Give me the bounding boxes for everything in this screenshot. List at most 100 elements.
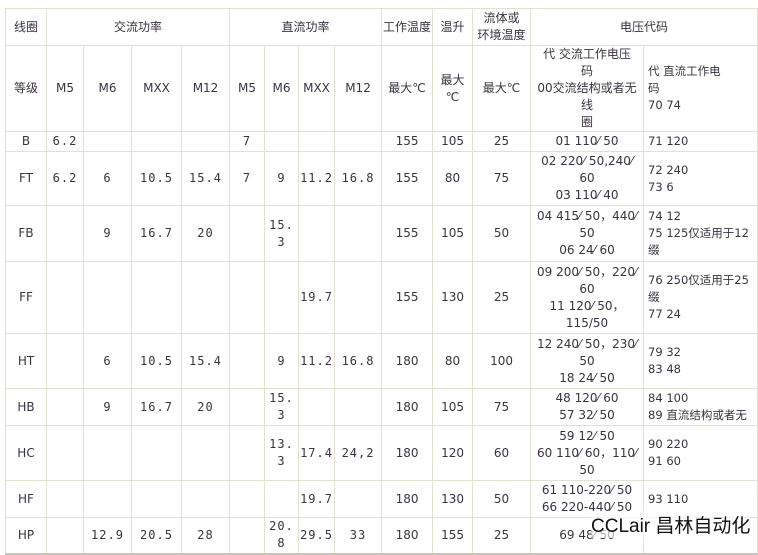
cell-dc-mxx: 11.2 bbox=[298, 151, 336, 206]
cell-ac-mxx: 16.7 bbox=[131, 205, 182, 262]
cell-ac-m5 bbox=[46, 261, 84, 334]
cell-work-temp: 180 bbox=[381, 517, 434, 555]
cell-dc-m12: 16.8 bbox=[334, 333, 383, 389]
cell-dc-m6: 13. 3 bbox=[264, 425, 300, 481]
cell-fluid-temp: 50 bbox=[472, 480, 532, 518]
table-row: B 6.2 7 155 105 25 01 110⁄ 50 71 120 bbox=[5, 131, 758, 152]
cell-dc-mxx: 19.7 bbox=[298, 261, 336, 334]
header-fluid-max: 最大℃ bbox=[472, 45, 532, 132]
cell-grade: FB bbox=[5, 205, 47, 262]
cell-dc-code: 71 120 bbox=[643, 131, 758, 152]
cell-temp-rise: 80 bbox=[432, 151, 474, 206]
cell-dc-m12 bbox=[334, 261, 383, 334]
cell-dc-m5 bbox=[229, 480, 266, 518]
cell-ac-m6 bbox=[83, 261, 132, 334]
cell-dc-m12 bbox=[334, 388, 383, 426]
cell-grade: HC bbox=[5, 425, 47, 481]
cell-dc-m12 bbox=[334, 205, 383, 262]
cell-ac-m6 bbox=[83, 480, 132, 518]
cell-ac-m12 bbox=[180, 425, 231, 481]
cell-dc-m6: 9 bbox=[264, 151, 300, 206]
cell-dc-m12 bbox=[334, 480, 383, 518]
cell-temp-rise: 105 bbox=[432, 131, 474, 152]
cell-ac-m6: 9 bbox=[83, 205, 132, 262]
cell-ac-m12: 15.4 bbox=[180, 333, 231, 389]
header-work-temp: 工作温度 bbox=[381, 8, 434, 46]
header-dc-m6: M6 bbox=[264, 45, 300, 132]
cell-dc-m5: 7 bbox=[229, 131, 266, 152]
cell-work-temp: 180 bbox=[381, 480, 434, 518]
cell-ac-code: 02 220⁄ 50,240⁄ 60 03 110⁄ 40 bbox=[530, 151, 645, 206]
cell-temp-rise: 130 bbox=[432, 261, 474, 334]
cell-ac-m12: 15.4 bbox=[180, 151, 231, 206]
cell-fluid-temp: 100 bbox=[472, 333, 532, 389]
cell-fluid-temp: 75 bbox=[472, 388, 532, 426]
cell-ac-code: 01 110⁄ 50 bbox=[530, 131, 645, 152]
table-row: HC 13. 3 17.4 24,2 180 120 60 59 12⁄ 50 60 110⁄… bbox=[5, 425, 758, 481]
cell-dc-code: 76 250仅适用于25 缀 77 24 bbox=[643, 261, 758, 334]
cell-dc-mxx bbox=[298, 388, 336, 426]
cell-dc-m12: 33 bbox=[334, 517, 383, 555]
cell-fluid-temp: 50 bbox=[472, 205, 532, 262]
cell-ac-mxx: 20.5 bbox=[131, 517, 182, 555]
cell-grade: HB bbox=[5, 388, 47, 426]
cell-ac-code: 04 415⁄ 50，440⁄ 50 06 24⁄ 60 bbox=[530, 205, 645, 262]
header-temp-rise: 温升 bbox=[432, 8, 474, 46]
cell-ac-code: 12 240⁄ 50，230⁄ 50 18 24⁄ 50 bbox=[530, 333, 645, 389]
cell-temp-rise: 80 bbox=[432, 333, 474, 389]
cell-ac-code: 59 12⁄ 50 60 110⁄ 60，110⁄ 50 bbox=[530, 425, 645, 481]
header-dc-m5: M5 bbox=[229, 45, 266, 132]
header-grade: 等级 bbox=[5, 45, 47, 132]
cell-ac-mxx: 10.5 bbox=[131, 333, 182, 389]
cell-grade: B bbox=[5, 131, 47, 152]
cell-ac-m12 bbox=[180, 131, 231, 152]
cell-ac-m5 bbox=[46, 205, 84, 262]
cell-ac-mxx bbox=[131, 261, 182, 334]
table-row: HT 6 10.5 15.4 9 11.2 16.8 180 80 100 12 240⁄ 50，2… bbox=[5, 333, 758, 389]
header-ac-m5: M5 bbox=[46, 45, 84, 132]
cell-work-temp: 180 bbox=[381, 388, 434, 426]
header-row-1: 线圈 交流功率 直流功率 工作温度 温升 流体或 环境温度 电压代码 bbox=[5, 8, 758, 46]
cell-ac-mxx: 10.5 bbox=[131, 151, 182, 206]
cell-work-temp: 155 bbox=[381, 205, 434, 262]
cell-dc-m5: 7 bbox=[229, 151, 266, 206]
cell-dc-m12 bbox=[334, 131, 383, 152]
cell-temp-rise: 120 bbox=[432, 425, 474, 481]
cell-dc-m12: 24,2 bbox=[334, 425, 383, 481]
cell-ac-m5 bbox=[46, 425, 84, 481]
cell-fluid-temp: 25 bbox=[472, 517, 532, 555]
cell-ac-m12: 20 bbox=[180, 388, 231, 426]
table-row: HB 9 16.7 20 15. 3 180 105 75 48 120⁄ 60 57 32⁄ … bbox=[5, 388, 758, 426]
cell-dc-m5 bbox=[229, 425, 266, 481]
cell-dc-m6: 15. 3 bbox=[264, 388, 300, 426]
cell-ac-m12: 28 bbox=[180, 517, 231, 555]
cell-work-temp: 180 bbox=[381, 425, 434, 481]
cell-grade: HP bbox=[5, 517, 47, 555]
header-work-temp-max: 最大℃ bbox=[381, 45, 434, 132]
cell-dc-mxx: 11.2 bbox=[298, 333, 336, 389]
cell-dc-code: 72 240 73 6 bbox=[643, 151, 758, 206]
cell-dc-code: 79 32 83 48 bbox=[643, 333, 758, 389]
table-row: FT 6.2 6 10.5 15.4 7 9 11.2 16.8 155 80 75 02 220⁄ 5… bbox=[5, 151, 758, 206]
cell-temp-rise: 155 bbox=[432, 517, 474, 555]
cell-dc-code: 84 100 89 直流结构或者无 bbox=[643, 388, 758, 426]
header-ac-m12: M12 bbox=[180, 45, 231, 132]
cell-dc-m6: 9 bbox=[264, 333, 300, 389]
table-row: FF 19.7 155 130 25 09 200⁄ 50，220⁄ 60 11 120⁄… bbox=[5, 261, 758, 334]
cell-dc-code: 90 220 91 60 bbox=[643, 425, 758, 481]
cell-dc-mxx: 29.5 bbox=[298, 517, 336, 555]
cell-work-temp: 155 bbox=[381, 151, 434, 206]
cell-ac-m5: 6.2 bbox=[46, 131, 84, 152]
header-dc-m12: M12 bbox=[334, 45, 383, 132]
cell-temp-rise: 105 bbox=[432, 388, 474, 426]
header-coil: 线圈 bbox=[5, 8, 47, 46]
cell-ac-m5 bbox=[46, 333, 84, 389]
cell-ac-m6 bbox=[83, 131, 132, 152]
header-voltage-code: 电压代码 bbox=[530, 8, 758, 46]
cell-fluid-temp: 25 bbox=[472, 261, 532, 334]
header-ac-mxx: MXX bbox=[131, 45, 182, 132]
cell-dc-m5 bbox=[229, 333, 266, 389]
cell-ac-m5 bbox=[46, 480, 84, 518]
cell-dc-m6: 20. 8 bbox=[264, 517, 300, 555]
cell-dc-m5 bbox=[229, 261, 266, 334]
